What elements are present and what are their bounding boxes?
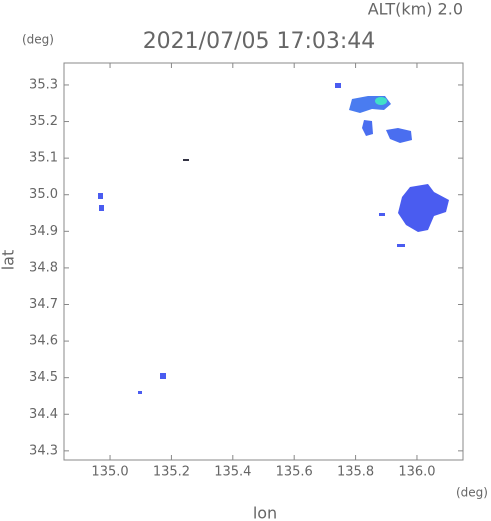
y-tick-label: 35.2	[29, 114, 58, 129]
x-tick-label: 135.4	[214, 465, 251, 480]
x-tick-label: 135.8	[337, 465, 374, 480]
echo	[398, 184, 449, 232]
y-axis-label: lat	[0, 250, 18, 271]
echo	[362, 120, 373, 136]
y-tick-label: 35.1	[29, 151, 58, 166]
echo	[138, 391, 142, 394]
echo	[160, 373, 166, 379]
altitude-label: ALT(km) 2.0	[368, 0, 463, 19]
y-tick-label: 35.0	[29, 187, 58, 202]
echo-core	[375, 97, 387, 105]
echo	[386, 128, 412, 143]
x-tick-label: 135.6	[276, 465, 313, 480]
x-tick-label: 136.0	[398, 465, 435, 480]
radar-echoes	[98, 83, 449, 394]
y-tick-label: 35.3	[29, 77, 58, 92]
y-tick-label: 34.3	[29, 443, 58, 458]
x-axis-label: lon	[253, 504, 277, 521]
echo	[98, 193, 103, 199]
y-tick-label: 34.9	[29, 224, 58, 239]
y-tick-label: 34.7	[29, 297, 58, 312]
y-unit: (deg)	[22, 33, 54, 47]
echo	[335, 83, 341, 88]
x-tick-label: 135.2	[153, 465, 190, 480]
y-tick-label: 34.6	[29, 334, 58, 349]
x-unit: (deg)	[456, 486, 488, 500]
plot-frame	[63, 62, 464, 461]
y-tick-label: 34.4	[29, 407, 58, 422]
echo	[397, 244, 405, 247]
x-tick-label: 135.0	[91, 465, 128, 480]
y-tick-label: 34.5	[29, 370, 58, 385]
chart-title: 2021/07/05 17:03:44	[143, 29, 376, 54]
echo	[183, 159, 189, 161]
echo	[379, 213, 385, 216]
echo	[99, 205, 104, 211]
y-tick-label: 34.8	[29, 260, 58, 275]
